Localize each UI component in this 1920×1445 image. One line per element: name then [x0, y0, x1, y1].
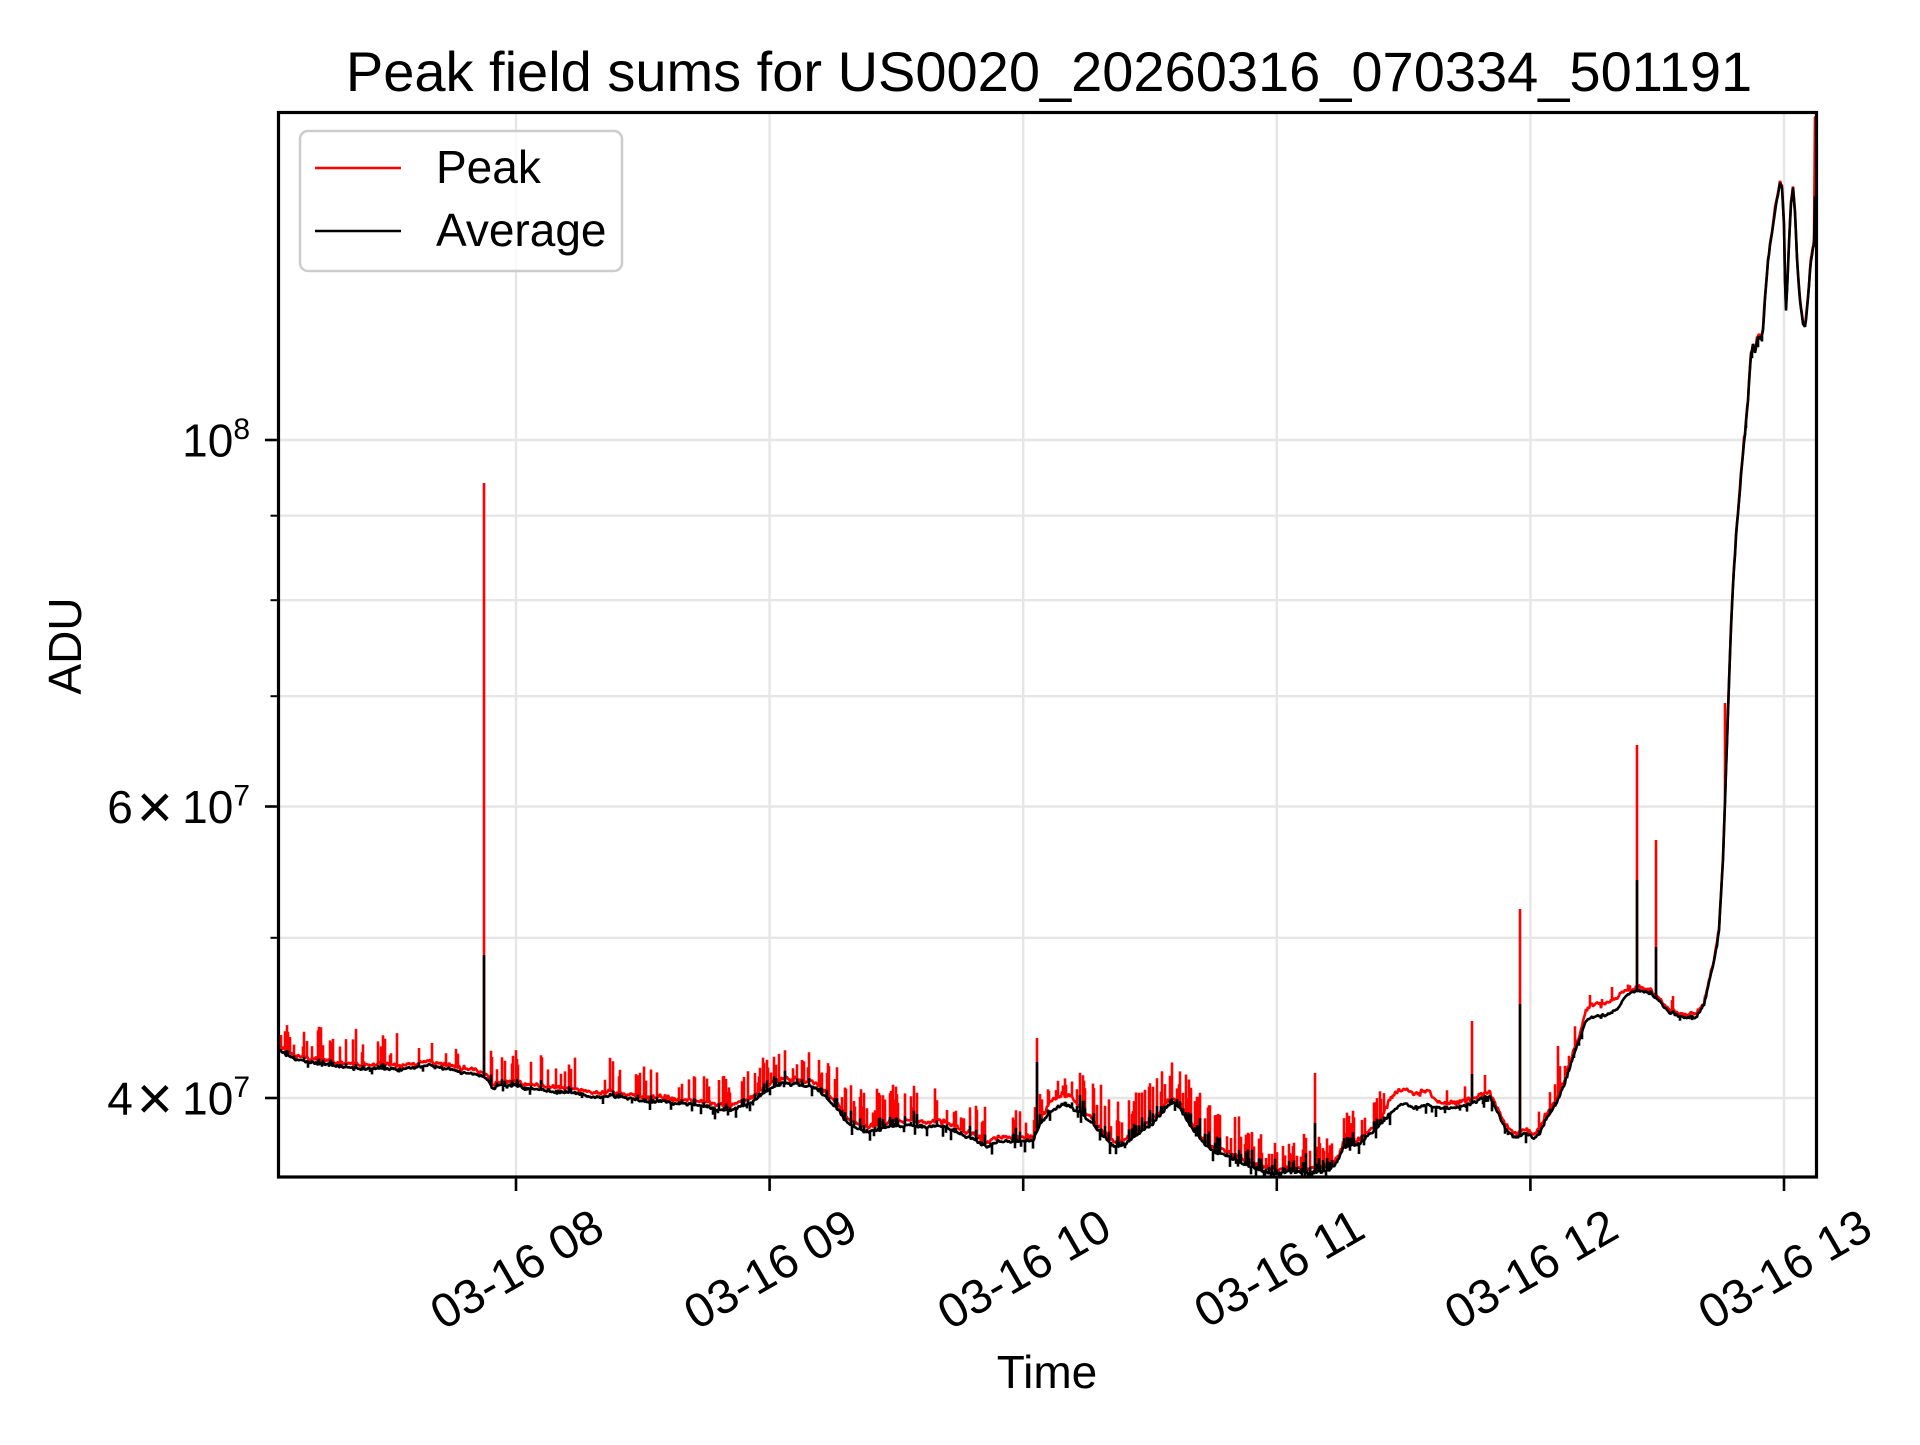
svg-text:4 × 107: 4 × 107	[107, 1065, 250, 1134]
svg-text:Time: Time	[997, 1346, 1098, 1398]
svg-text:Average: Average	[436, 204, 607, 256]
svg-text:6 × 107: 6 × 107	[107, 773, 250, 842]
svg-text:Peak: Peak	[436, 141, 542, 193]
svg-text:ADU: ADU	[39, 597, 91, 694]
svg-text:Peak field sums for US0020_202: Peak field sums for US0020_20260316_0703…	[346, 40, 1752, 103]
